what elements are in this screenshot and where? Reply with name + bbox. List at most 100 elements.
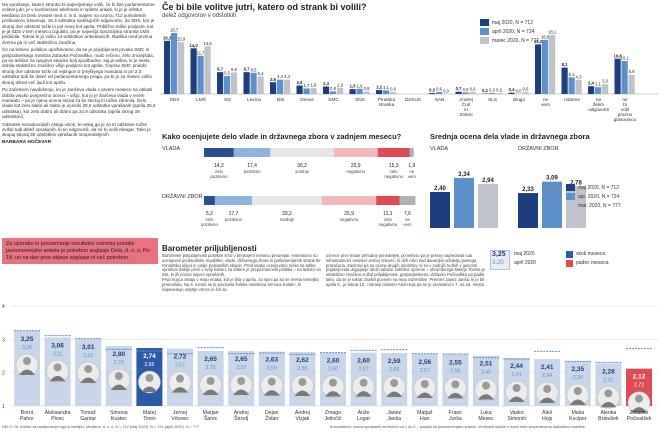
barometer-name-label: Šircelj — [234, 415, 248, 422]
gov-value-label: 20,9 — [351, 163, 361, 169]
barometer-value-april: 2,34 — [573, 375, 583, 381]
party-value-label: 1,5 — [350, 84, 356, 89]
legend-label: maj 2020, N = 712 — [578, 184, 619, 191]
legend-down-label: padec meseca — [576, 260, 609, 266]
legend-swatch-may — [566, 184, 575, 191]
party-bar — [164, 40, 171, 94]
party-value-label: 0,8 — [330, 86, 336, 91]
party-value-label: 0,3 — [429, 88, 435, 93]
avg-value-label: 2,94 — [482, 178, 494, 184]
article-paragraph: Odstotek nezadovoljnih ostaja visok, le … — [2, 121, 151, 138]
party-category-label: vem — [541, 103, 550, 108]
barometer-name-label: Simona — [110, 410, 128, 416]
avg-bar — [542, 181, 562, 228]
party-category-label: Andrej — [459, 97, 473, 103]
portrait-head — [635, 394, 643, 403]
gov-value-label: 30,2 — [297, 163, 307, 169]
party-bar — [535, 44, 542, 94]
legend-value-may: 3,25 — [492, 251, 506, 258]
party-bar — [310, 88, 317, 94]
portrait-head — [145, 374, 154, 382]
party-bar — [469, 92, 476, 94]
party-bar — [602, 84, 609, 94]
gov-segment — [399, 196, 416, 205]
down-arrow-icon — [566, 260, 573, 267]
gov-segment — [214, 196, 253, 205]
barometer-value-april: 2,75 — [206, 365, 216, 371]
party-bar — [330, 91, 337, 94]
portrait-head — [237, 377, 246, 385]
party-category-label: in — [464, 107, 468, 113]
party-value-label: 0,4 — [509, 87, 515, 92]
gov-category-label: zelo — [390, 169, 398, 174]
barometer-text-1: Barometer priljubljenosti politikov smo … — [162, 254, 322, 332]
party-value-label: 1,2 — [376, 85, 382, 90]
party-value-label: 3,0 — [602, 79, 608, 84]
portrait-head — [176, 374, 184, 383]
party-value-label: 3,6 — [270, 77, 276, 82]
gov-segment — [321, 196, 377, 205]
barometer-value-april: 3,26 — [22, 345, 32, 351]
barometer-name-label: Matjaž — [417, 410, 433, 416]
party-value-label: 15,2 — [534, 39, 543, 44]
barometer-value-may: 2,65 — [235, 356, 248, 363]
gov-value-label: 14,2 — [214, 163, 224, 169]
party-value-label: 4,3 — [576, 74, 582, 79]
barometer-name-label: Janša — [387, 416, 401, 422]
barometer-value-april: 2,72 — [634, 383, 644, 389]
barometer-name-label: Kustec — [111, 416, 127, 422]
axis-tick-label: 2 — [2, 371, 5, 377]
party-bar — [429, 93, 436, 94]
gov-segment — [270, 148, 334, 157]
portrait-avatar — [444, 377, 467, 400]
party-category-label: SAB — [435, 97, 445, 103]
gov-category-label: vem — [403, 222, 412, 227]
barometer-name-label: Andrej — [234, 410, 249, 416]
party-value-label: 2,6 — [297, 80, 303, 85]
barometer-name-label: Pahor — [20, 416, 34, 422]
party-value-label: 0,3 — [496, 88, 502, 93]
gov-category-label: pozitivno — [244, 169, 262, 174]
party-value-label: 6,7 — [244, 67, 250, 72]
barometer-name-label: Pivec — [51, 416, 64, 422]
footer-source: DELO Vir: Inštitut za raziskovanje trga … — [2, 425, 200, 429]
party-value-label: 11,7 — [197, 50, 206, 55]
party-bar — [257, 76, 264, 94]
party-category-label: nobene — [564, 97, 580, 103]
barometer-name-label: Marjan — [203, 410, 219, 416]
barometer-name-label: Alenka — [600, 410, 616, 416]
barometer-name-label: Hojs — [542, 416, 553, 422]
gov-segment — [204, 148, 234, 157]
gov-segment — [377, 148, 410, 157]
gov-value-label: 17,7 — [229, 211, 239, 217]
gov-category-label: pozitivno — [225, 217, 243, 222]
party-value-label: 0,0 — [443, 89, 449, 94]
avg-bar — [454, 177, 474, 228]
party-value-label: 0,1 — [482, 88, 488, 93]
party-bar — [349, 89, 356, 94]
article-paragraph: Na vprašanje, katero stranko bi najverje… — [2, 2, 155, 45]
barometer-value-may: 2,60 — [327, 358, 340, 365]
party-category-label: SMC — [328, 97, 339, 103]
party-category-label: Piratska — [378, 97, 396, 103]
party-bar — [296, 85, 303, 94]
party-category-label: želim — [593, 102, 604, 108]
party-category-label: prazno — [618, 112, 633, 118]
barometer-name-label: Zdravko — [630, 410, 649, 416]
party-bar — [436, 92, 443, 94]
barometer-name-label: Aleksandra — [45, 410, 71, 416]
party-value-label: 0,6 — [436, 87, 442, 92]
party-value-label: 1,8 — [311, 83, 317, 88]
barometer-value-may: 2,28 — [602, 368, 615, 375]
legend-value-april: 3,20 — [492, 260, 504, 266]
party-bar — [462, 92, 469, 94]
footer-note: Kumulativno: ocena vprašanih na lestvici… — [330, 425, 586, 429]
barometer-name-label: Gantar — [80, 416, 96, 422]
legend-value-box — [490, 250, 510, 270]
avg-value-label: 3,09 — [546, 176, 558, 182]
portrait-shoulders — [202, 389, 219, 395]
party-bar — [489, 93, 496, 94]
barometer-name-label: Tomaž — [81, 410, 97, 416]
party-value-label: 6,6 — [231, 67, 237, 72]
